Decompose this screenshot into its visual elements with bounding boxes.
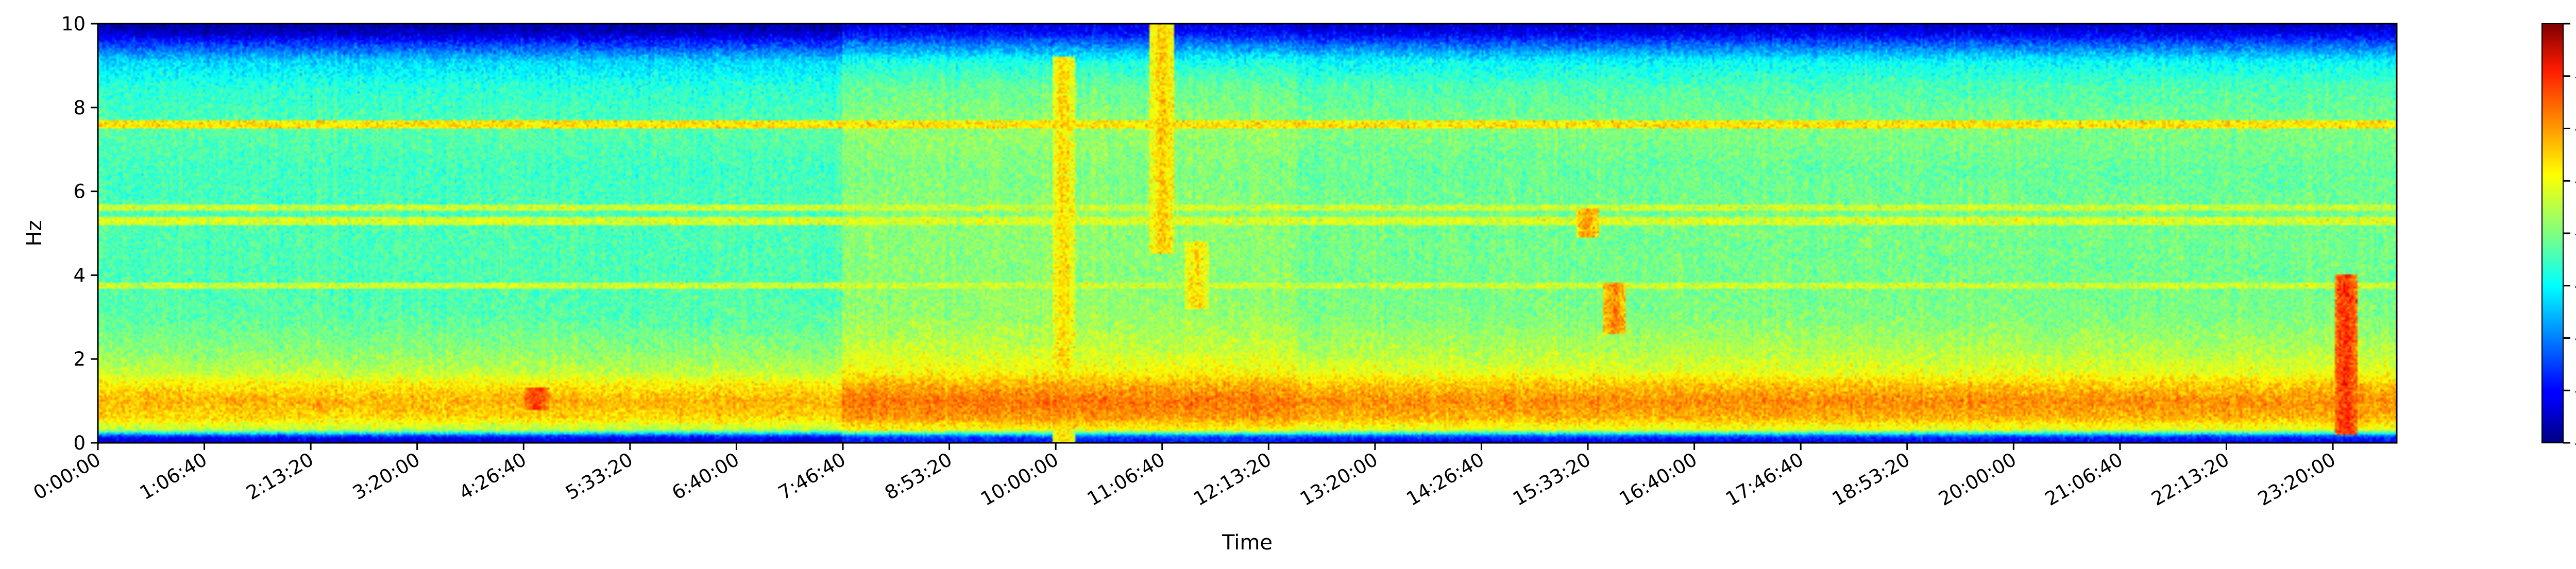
x-tick-label: 16:40:00 [1616,449,1701,510]
x-tick-label: 22:13:20 [2148,449,2233,510]
x-tick-label: 4:26:40 [455,449,530,505]
y-tick-label: 6 [73,181,86,203]
y-axis: 0 2 4 6 8 10 [61,13,98,454]
x-axis-title: Time [1222,531,1273,555]
spectrogram-heatmap [98,24,2397,443]
x-tick-label: 0:00:00 [29,449,104,505]
x-tick-label: 12:13:20 [1190,449,1275,510]
colorbar-tick-label: -60 dB [2574,327,2576,350]
x-tick-label: 13:20:00 [1296,449,1381,510]
x-tick-label: 21:06:40 [2041,449,2126,510]
x-tick-label: 11:06:40 [1083,449,1168,510]
colorbar-tick-label: +0 dB [2574,13,2576,35]
x-tick-label: 15:33:20 [1509,449,1594,510]
x-tick-label: 14:26:40 [1403,449,1488,510]
colorbar-tick-label: -30 dB [2574,170,2576,192]
colorbar-tick-label: -10 dB [2574,65,2576,88]
plot-frame [97,23,2398,444]
colorbar-tick-label: -20 dB [2574,118,2576,140]
colorbar: +0 dB -10 dB -20 dB -30 dB -40 dB -50 dB -60 d… [2541,13,2576,454]
colorbar-ticks: +0 dB -10 dB -20 dB -30 dB -40 dB -50 dB -60 d… [2563,13,2576,454]
x-tick-label: 6:40:00 [668,449,743,505]
colorbar-tick-label: -50 dB [2574,275,2576,297]
x-tick-label: 8:53:20 [881,449,956,505]
x-tick-label: 3:20:00 [349,449,423,505]
x-tick-label: 23:20:00 [2254,449,2339,510]
colorbar-tick-label: -40 dB [2574,222,2576,245]
x-tick-label: 18:53:20 [1828,449,1913,510]
y-tick-label: 8 [73,97,86,119]
y-tick-label: 10 [61,13,86,35]
x-tick-label: 7:46:40 [774,449,849,505]
x-tick-label: 17:46:40 [1722,449,1807,510]
y-tick-label: 4 [73,264,86,286]
y-tick-label: 0 [73,432,86,454]
x-tick-label: 2:13:20 [243,449,317,505]
y-axis-title: Hz [23,220,46,246]
x-axis: 0:00:00 1:06:40 2:13:20 3:20:00 4:26:40 5:33:… [29,443,2340,510]
x-tick-label: 5:33:20 [562,449,636,505]
colorbar-tick-label: -70 dB [2574,380,2576,402]
x-tick-label: 1:06:40 [136,449,211,505]
colorbar-gradient [2542,24,2563,443]
x-tick-label: 20:00:00 [1935,449,2020,510]
y-tick-label: 2 [73,348,86,370]
x-tick-label: 10:00:00 [977,449,1062,510]
colorbar-tick-label: -80 dB [2574,432,2576,454]
